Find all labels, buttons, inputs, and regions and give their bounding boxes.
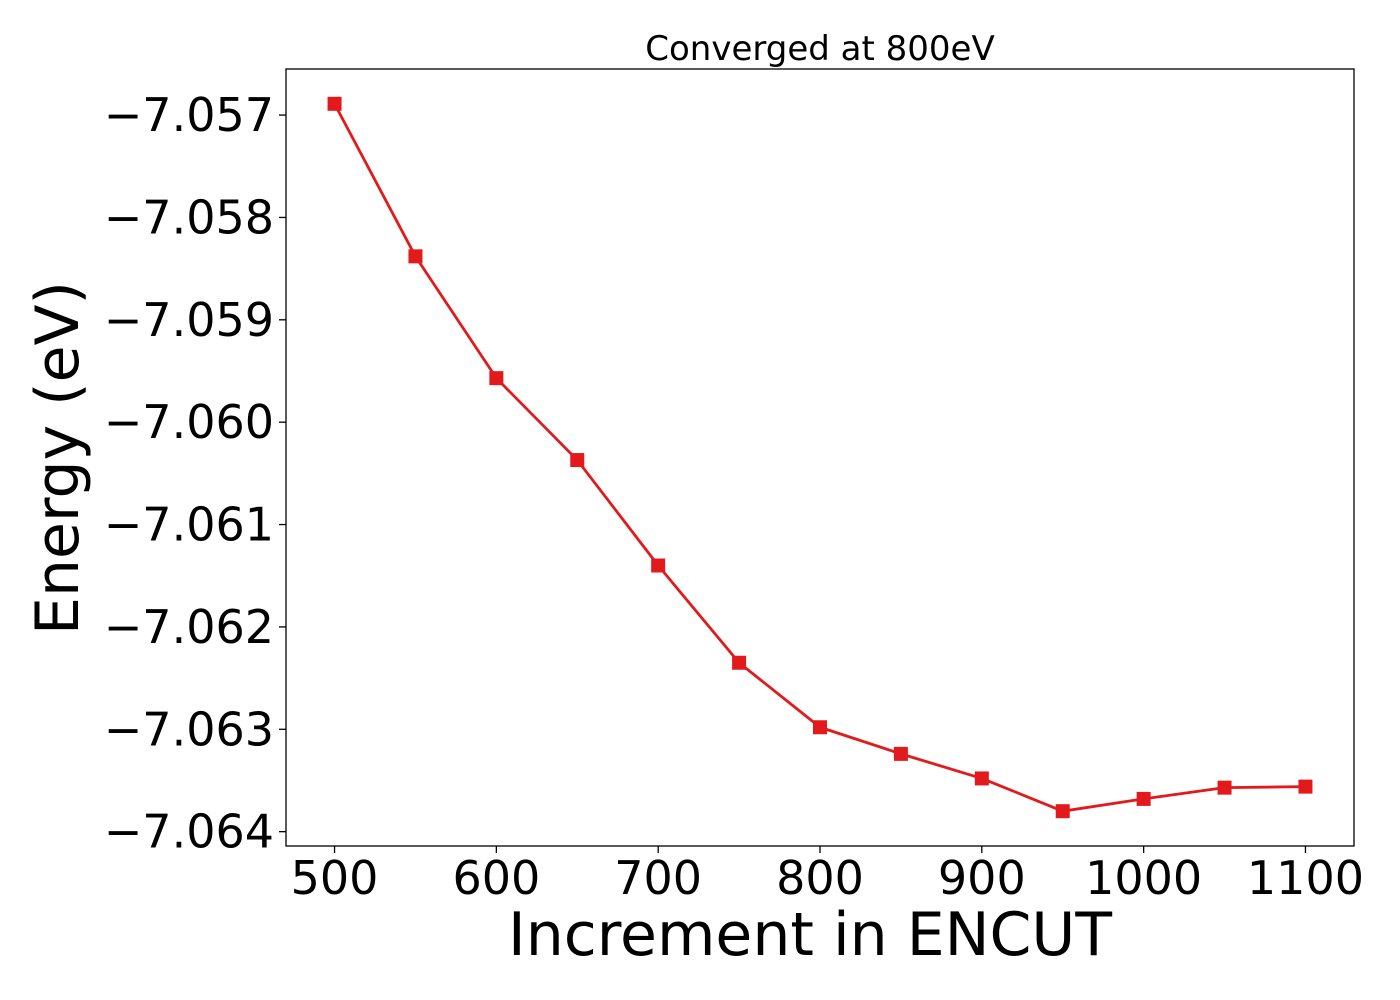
x-tick-label: 600 [452,851,540,905]
y-tick-label: −7.059 [104,293,274,347]
data-point-marker [489,371,504,386]
x-tick-label: 800 [776,851,864,905]
plot-area [327,96,1313,819]
y-tick-label: −7.064 [104,805,274,859]
x-tick-label: 500 [291,851,379,905]
data-point-marker [813,720,827,735]
data-point-marker [893,746,908,761]
x-axis-label: Increment in ENCUT [508,900,1112,970]
x-tick-label: 900 [938,851,1026,905]
data-point-marker [1217,780,1232,795]
data-point-marker [327,96,342,111]
data-point-marker [408,249,423,264]
data-point-marker [651,558,666,573]
x-tick-label: 700 [614,851,702,905]
y-tick-label: −7.063 [104,702,274,756]
y-axis: −7.057 −7.058 −7.059 −7.060 −7.061 −7.062 −7.0… [104,88,286,859]
data-point-marker [732,655,747,670]
data-point-marker [1298,779,1313,794]
y-tick-label: −7.058 [104,190,274,244]
x-tick-label: 1000 [1085,851,1202,905]
y-axis-label: Energy (eV) [23,281,93,635]
y-tick-label: −7.062 [104,600,274,654]
x-axis: 500 600 700 800 900 1000 1100 [291,846,1364,905]
chart-title: Converged at 800eV [645,29,994,69]
y-tick-label: −7.057 [104,88,274,142]
y-tick-label: −7.061 [104,498,274,552]
data-point-marker [974,771,989,786]
data-point-marker [1055,804,1070,819]
data-point-marker [1136,791,1151,806]
data-point-marker [570,453,585,468]
y-tick-label: −7.060 [104,395,274,449]
series-line [333,103,1306,813]
x-tick-label: 1100 [1247,851,1364,905]
